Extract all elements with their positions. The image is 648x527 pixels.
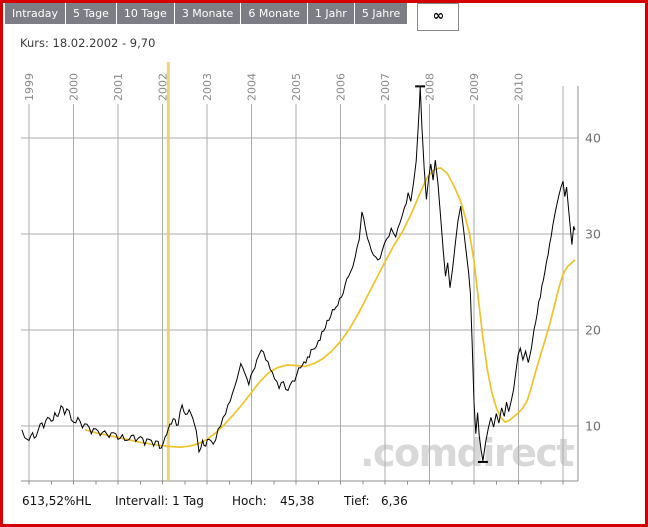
tab-intraday[interactable]: Intraday (5, 3, 67, 24)
tab-10-tage[interactable]: 10 Tage (116, 3, 175, 24)
crosshair-readout: Kurs: 18.02.2002 - 9,70 (20, 36, 156, 50)
x-axis-year-label: 2000 (68, 73, 81, 101)
y-axis-label: 10 (585, 419, 601, 434)
x-axis-year-label: 2009 (468, 73, 481, 101)
y-axis-label: 40 (585, 131, 601, 146)
watermark: .comdirect (360, 431, 574, 475)
tab-5-tage[interactable]: 5 Tage (66, 3, 117, 24)
status-bar: 613,52%HL Intervall: 1 Tag Hoch: 45,38 T… (3, 494, 645, 514)
tab-1-jahr[interactable]: 1 Jahr (307, 3, 355, 24)
tab-3-monate[interactable]: 3 Monate (174, 3, 242, 24)
price-line (21, 86, 576, 461)
tab-max-infinity[interactable]: ∞ (417, 3, 460, 31)
tab-6-monate[interactable]: 6 Monate (241, 3, 308, 24)
x-axis-year-label: 2006 (335, 73, 348, 101)
price-chart[interactable]: .comdirect 10 20 30 40 1999 2000 2001 2002 2003 20… (3, 3, 645, 524)
x-axis-year-label: 1999 (23, 73, 36, 101)
range-tabbar: Intraday 5 Tage 10 Tage 3 Monate 6 Monat… (5, 3, 460, 31)
change-percent-hl: 613,52%HL (22, 494, 92, 508)
interval-label: Intervall: 1 Tag (115, 494, 204, 508)
x-axis-year-label: 2010 (513, 73, 526, 101)
high-value: 45,38 (280, 494, 315, 508)
x-axis-year-label: 2001 (112, 73, 125, 101)
low-value: 6,36 (381, 494, 408, 508)
x-axis-year-label: 2002 (157, 73, 170, 101)
x-axis-year-label: 2005 (290, 73, 303, 101)
x-axis-year-label: 2007 (379, 73, 392, 101)
x-axis-year-label: 2004 (246, 73, 259, 101)
y-axis-label: 20 (585, 323, 601, 338)
x-axis-year-label: 2003 (201, 73, 214, 101)
low-label: Tief: (344, 494, 370, 508)
tab-5-jahre[interactable]: 5 Jahre (354, 3, 409, 24)
average-line (84, 166, 576, 448)
y-axis-label: 30 (585, 227, 601, 242)
high-label: Hoch: (232, 494, 267, 508)
x-axis-year-label: 2008 (424, 73, 437, 101)
